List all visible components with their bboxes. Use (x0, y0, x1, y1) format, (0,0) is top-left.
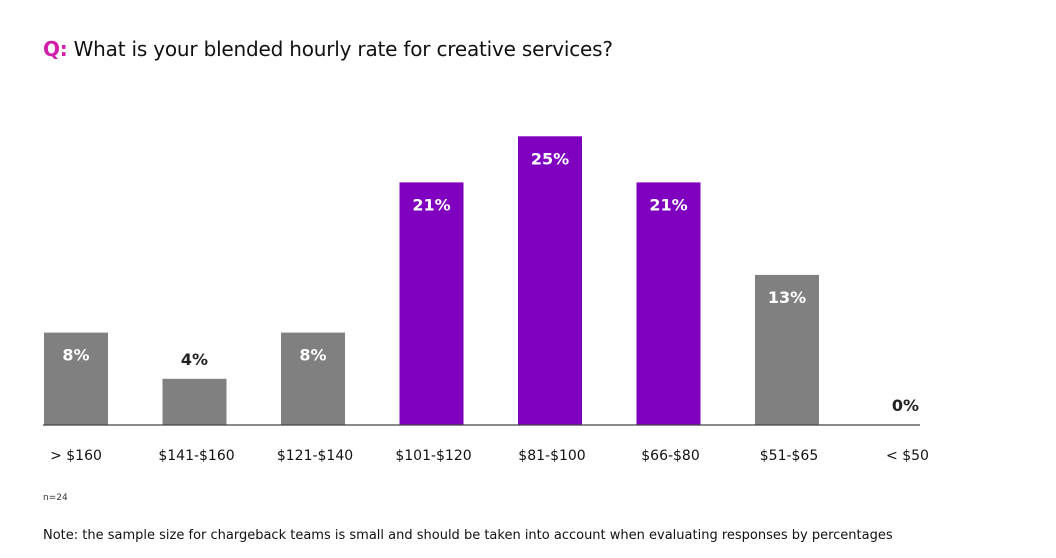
category-label: $66-$80 (641, 448, 700, 464)
bar (281, 332, 345, 425)
category-label: $141-$160 (158, 448, 234, 464)
data-label: 25% (531, 149, 569, 168)
bar (636, 182, 701, 425)
question-text: What is your blended hourly rate for cre… (73, 37, 613, 61)
category-label: < $50 (886, 448, 929, 464)
data-label: 8% (299, 346, 326, 365)
footnote: Note: the sample size for chargeback tea… (43, 528, 893, 543)
bar (755, 274, 819, 426)
data-label: 21% (412, 195, 450, 214)
data-label: 13% (768, 288, 806, 307)
category-label: $81-$100 (518, 448, 585, 464)
data-label: 21% (649, 195, 687, 214)
bar (44, 332, 108, 425)
question-prefix: Q: (43, 37, 68, 61)
category-label: $51-$65 (760, 448, 819, 464)
category-label: $121-$140 (277, 448, 353, 464)
category-label: $101-$120 (395, 448, 471, 464)
bar (518, 136, 582, 426)
data-label: 4% (181, 350, 208, 369)
data-label: 8% (62, 346, 89, 365)
bar (162, 378, 227, 425)
data-label: 0% (892, 396, 919, 415)
category-label: > $160 (50, 448, 102, 464)
chart-title: Q: What is your blended hourly rate for c… (43, 37, 613, 61)
sample-size-label: n=24 (43, 493, 68, 503)
bar (399, 182, 464, 425)
